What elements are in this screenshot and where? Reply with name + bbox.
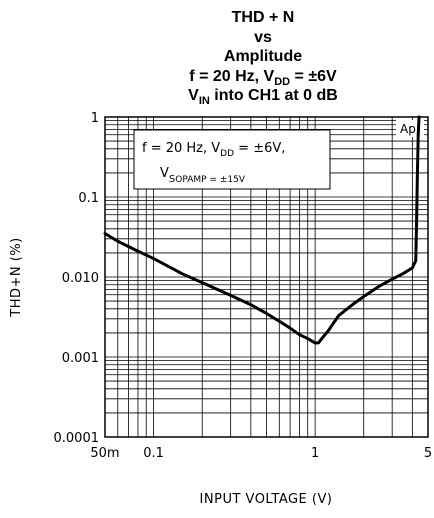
y-tick-labels: 1 0.1 0.010 0.001 0.0001 [54, 111, 100, 446]
annotation-line-1: f = 20 Hz, VDD = ±6V, [142, 141, 285, 159]
chart-title-line-2: vs [254, 29, 272, 46]
x-tick-labels: 50m 0.1 1 5 [90, 446, 432, 461]
y-tick-label: 1 [91, 111, 99, 126]
x-tick-label: 1 [311, 446, 319, 461]
x-tick-label: 0.1 [143, 446, 164, 461]
ap-logo: Ap [400, 122, 416, 136]
annotation-line-2: VSOPAMP = ±15V [160, 166, 246, 185]
y-tick-label: 0.0001 [54, 431, 100, 446]
y-tick-label: 0.010 [62, 271, 99, 286]
condition-annotation: f = 20 Hz, VDD = ±6V, VSOPAMP = ±15V [133, 129, 331, 190]
plot-frame [104, 116, 429, 438]
x-tick-label: 5 [424, 446, 432, 461]
y-tick-label: 0.1 [78, 191, 99, 206]
thd-series-line [103, 115, 421, 345]
chart-title-line-5: VIN into CH1 at 0 dB [188, 87, 338, 107]
x-axis-label: INPUT VOLTAGE (V) [200, 492, 333, 507]
chart-title-line-1: THD + N [232, 9, 295, 26]
x-tick-label: 50m [90, 446, 119, 461]
y-tick-label: 0.001 [62, 351, 99, 366]
chart-title-line-4: f = 20 Hz, VDD = ±6V [189, 68, 337, 88]
chart-title-line-3: Amplitude [224, 48, 302, 65]
y-axis-label: THD+N (%) [9, 237, 24, 317]
annotation-box [133, 129, 331, 190]
